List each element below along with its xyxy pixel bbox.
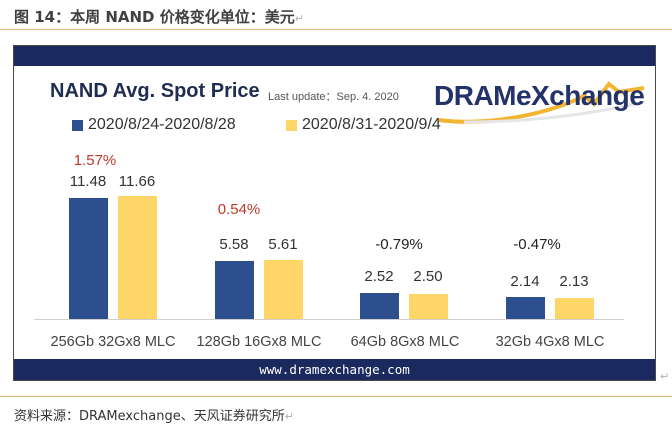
divider-top [0,29,672,30]
value-label: 2.50 [413,268,443,285]
return-mark-icon: ↵ [660,371,670,383]
chart-footer-url: www.dramexchange.com [14,359,655,380]
value-label: 5.58 [219,236,249,253]
category-label: 256Gb 32Gx8 MLC [50,334,176,350]
chart-title: NAND Avg. Spot Price [50,80,260,102]
return-mark-icon: ↵ [294,12,304,25]
legend-item-series-1: 2020/8/24-2020/8/28 [72,116,236,134]
logo-swoosh-icon [438,81,645,124]
chart-frame: NAND Avg. Spot Price Last update：Sep. 4.… [13,45,656,381]
dramexchange-logo: DRAMeXchange [434,76,649,126]
figure-caption: 图 14：本周 NAND 价格变化单位：美元↵ [14,6,304,27]
logo-text: DRAMeXchange [434,80,645,111]
bar-series-1 [360,293,399,319]
pct-change: -0.79% [375,236,423,253]
legend-label: 2020/8/31-2020/9/4 [302,116,441,133]
bar-series-1 [215,261,254,319]
legend-label: 2020/8/24-2020/8/28 [88,116,236,133]
value-label: 11.66 [118,173,156,190]
pct-change: 0.54% [217,201,261,218]
return-mark-icon: ↵ [284,410,294,423]
source-note: 资料来源：DRAMexchange、天风证券研究所↵ [14,405,294,424]
x-axis-line [34,319,624,320]
chart-header-band [14,46,655,66]
value-label: 11.48 [69,173,107,190]
category-label: 64Gb 8Gx8 MLC [350,334,460,350]
caption-text: 图 14：本周 NAND 价格变化单位：美元 [14,8,295,26]
bar-series-2 [118,196,157,319]
source-text: 资料来源：DRAMexchange、天风证券研究所 [14,409,285,424]
value-label: 2.14 [510,273,540,290]
category-label: 32Gb 4Gx8 MLC [495,334,605,350]
category-label: 128Gb 16Gx8 MLC [196,334,322,350]
bar-series-2 [555,298,594,319]
legend-item-series-2: 2020/8/31-2020/9/4 [286,116,441,134]
bar-series-1 [69,198,108,319]
legend-swatch-yellow-icon [286,119,297,131]
divider-bottom [0,396,672,397]
pct-change: -0.47% [513,236,561,253]
pct-change: 1.57% [73,152,117,169]
legend-swatch-blue-icon [72,119,83,131]
last-update-label: Last update：Sep. 4. 2020 [268,91,399,103]
bar-series-2 [409,294,448,319]
bar-series-2 [264,260,303,319]
bar-series-1 [506,297,545,319]
value-label: 2.52 [364,268,394,285]
value-label: 5.61 [268,236,298,253]
value-label: 2.13 [559,273,589,290]
